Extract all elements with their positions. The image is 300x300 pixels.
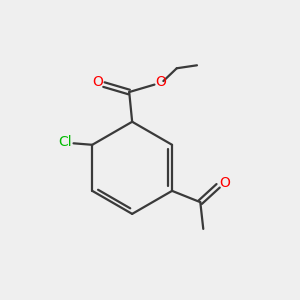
Text: O: O [219,176,230,190]
Text: Cl: Cl [58,135,71,149]
Text: O: O [155,75,166,89]
Text: O: O [92,75,103,89]
